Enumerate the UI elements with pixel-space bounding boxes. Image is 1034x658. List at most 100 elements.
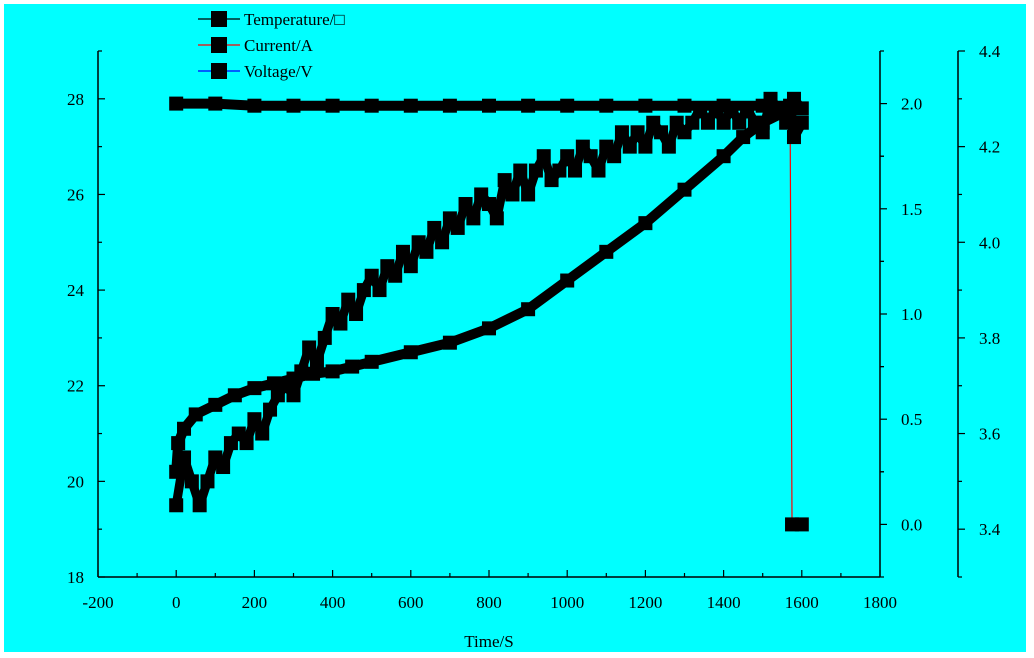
data-point-2-20	[677, 182, 692, 197]
data-point-0-21	[333, 316, 348, 331]
data-point-0-54	[591, 163, 606, 178]
data-point-0-22	[341, 292, 356, 307]
x-tick-label: 1200	[628, 593, 662, 612]
data-point-0-18	[309, 354, 324, 369]
data-point-0-60	[638, 139, 653, 154]
data-point-0-11	[255, 426, 270, 441]
data-point-0-49	[552, 163, 567, 178]
data-point-2-8	[286, 371, 301, 386]
x-tick-label: 1000	[550, 593, 584, 612]
y-left-tick-label: 26	[67, 185, 84, 204]
data-point-0-41	[489, 211, 504, 226]
data-point-0-30	[403, 259, 418, 274]
series-band-plateau-1	[176, 98, 791, 111]
data-point-2-26	[786, 130, 801, 145]
y-right-tick-label: 3.4	[979, 520, 1001, 539]
legend-label: Current/A	[244, 36, 314, 55]
x-tick-label: 1600	[785, 593, 819, 612]
y-right-tick-label: 3.8	[979, 329, 1000, 348]
data-point-0-38	[466, 211, 481, 226]
data-point-0-3	[192, 498, 207, 513]
data-point-0-2	[184, 474, 199, 489]
data-point-0-80	[794, 101, 809, 116]
x-tick-label: 600	[398, 593, 424, 612]
data-point-0-40	[482, 197, 496, 212]
data-point-0-68	[700, 115, 715, 130]
data-point-0-24	[356, 283, 371, 298]
data-point-0-15	[286, 388, 301, 403]
data-point-0-29	[395, 244, 410, 259]
data-point-0-6	[216, 460, 231, 475]
y-mid-tick-label: 0.0	[901, 515, 922, 534]
x-tick-label: 1800	[863, 593, 897, 612]
data-point-2-27	[794, 115, 809, 130]
data-point-0-59	[630, 125, 645, 140]
x-axis-label: Time/S	[464, 632, 513, 651]
data-point-0-62	[654, 125, 669, 140]
data-point-0-23	[349, 307, 364, 321]
data-point-0-33	[427, 220, 442, 235]
x-tick-label: 200	[242, 593, 268, 612]
y-mid-tick-label: 0.5	[901, 410, 922, 429]
y-right-tick-label: 4.2	[979, 138, 1000, 157]
data-point-0-19	[317, 330, 332, 345]
x-tick-label: 1400	[707, 593, 741, 612]
data-point-0-34	[435, 235, 450, 250]
legend-marker-1	[211, 37, 227, 53]
data-point-2-11	[345, 359, 360, 374]
x-tick-label: 800	[476, 593, 502, 612]
data-point-2-0	[169, 464, 184, 479]
data-point-0-72	[732, 115, 747, 130]
y-left-tick-label: 28	[67, 90, 84, 109]
data-point-2-18	[599, 244, 614, 259]
y-mid-tick-label: 2.0	[901, 95, 922, 114]
data-point-2-22	[736, 130, 751, 145]
data-point-2-10	[325, 364, 340, 379]
data-point-2-9	[306, 366, 321, 381]
data-point-0-46	[528, 163, 543, 178]
legend-label: Temperature/□	[244, 10, 345, 29]
data-point-0-58	[622, 139, 637, 154]
data-point-0-4	[200, 474, 215, 489]
plot-area	[169, 91, 809, 532]
y-mid-tick-label: 1.0	[901, 305, 922, 324]
y-left-tick-label: 18	[67, 568, 84, 587]
data-point-0-44	[513, 163, 528, 178]
y-left-tick-label: 24	[67, 281, 85, 300]
data-point-0-28	[388, 268, 403, 283]
chart: -200 0 200 400 600 800 1000 1200 1400 1600 1800 Tim…	[4, 4, 1026, 652]
data-point-2-2	[177, 421, 192, 436]
legend-label: Voltage/V	[244, 62, 313, 81]
data-point-2-19	[638, 216, 653, 231]
legend-marker-2	[211, 63, 227, 79]
data-point-2-5	[227, 388, 242, 403]
y-right-tick-label: 4.4	[979, 42, 1001, 61]
data-point-2-13	[403, 345, 418, 360]
data-point-0-9	[239, 436, 254, 451]
legend: Temperature/□ Current/A Voltage/V	[198, 10, 345, 81]
data-point-0-66	[685, 115, 700, 130]
data-point-0-37	[458, 197, 473, 212]
data-point-2-21	[716, 149, 731, 164]
data-point-0-57	[614, 125, 629, 140]
data-point-0-36	[450, 220, 465, 235]
data-point-2-23	[755, 115, 770, 130]
y-mid-tick-label: 1.5	[901, 200, 922, 219]
chart-background	[4, 4, 1026, 652]
data-point-2-15	[482, 321, 496, 336]
x-tick-label: 400	[320, 593, 346, 612]
data-point-2-7	[266, 376, 281, 391]
data-point-0-51	[568, 163, 583, 178]
chart-panel: -200 0 200 400 600 800 1000 1200 1400 1600 1800 Tim…	[4, 4, 1026, 652]
y-right-tick-label: 4.0	[979, 233, 1000, 252]
data-point-0-47	[536, 149, 551, 164]
series-band-2	[170, 103, 809, 478]
data-point-0-63	[661, 139, 676, 154]
data-point-2-14	[442, 335, 457, 350]
data-point-2-6	[247, 381, 262, 396]
data-point-0-43	[505, 187, 520, 202]
data-point-0-70	[716, 115, 731, 130]
data-point-0-0	[169, 498, 184, 513]
x-tick-label: -200	[82, 593, 113, 612]
